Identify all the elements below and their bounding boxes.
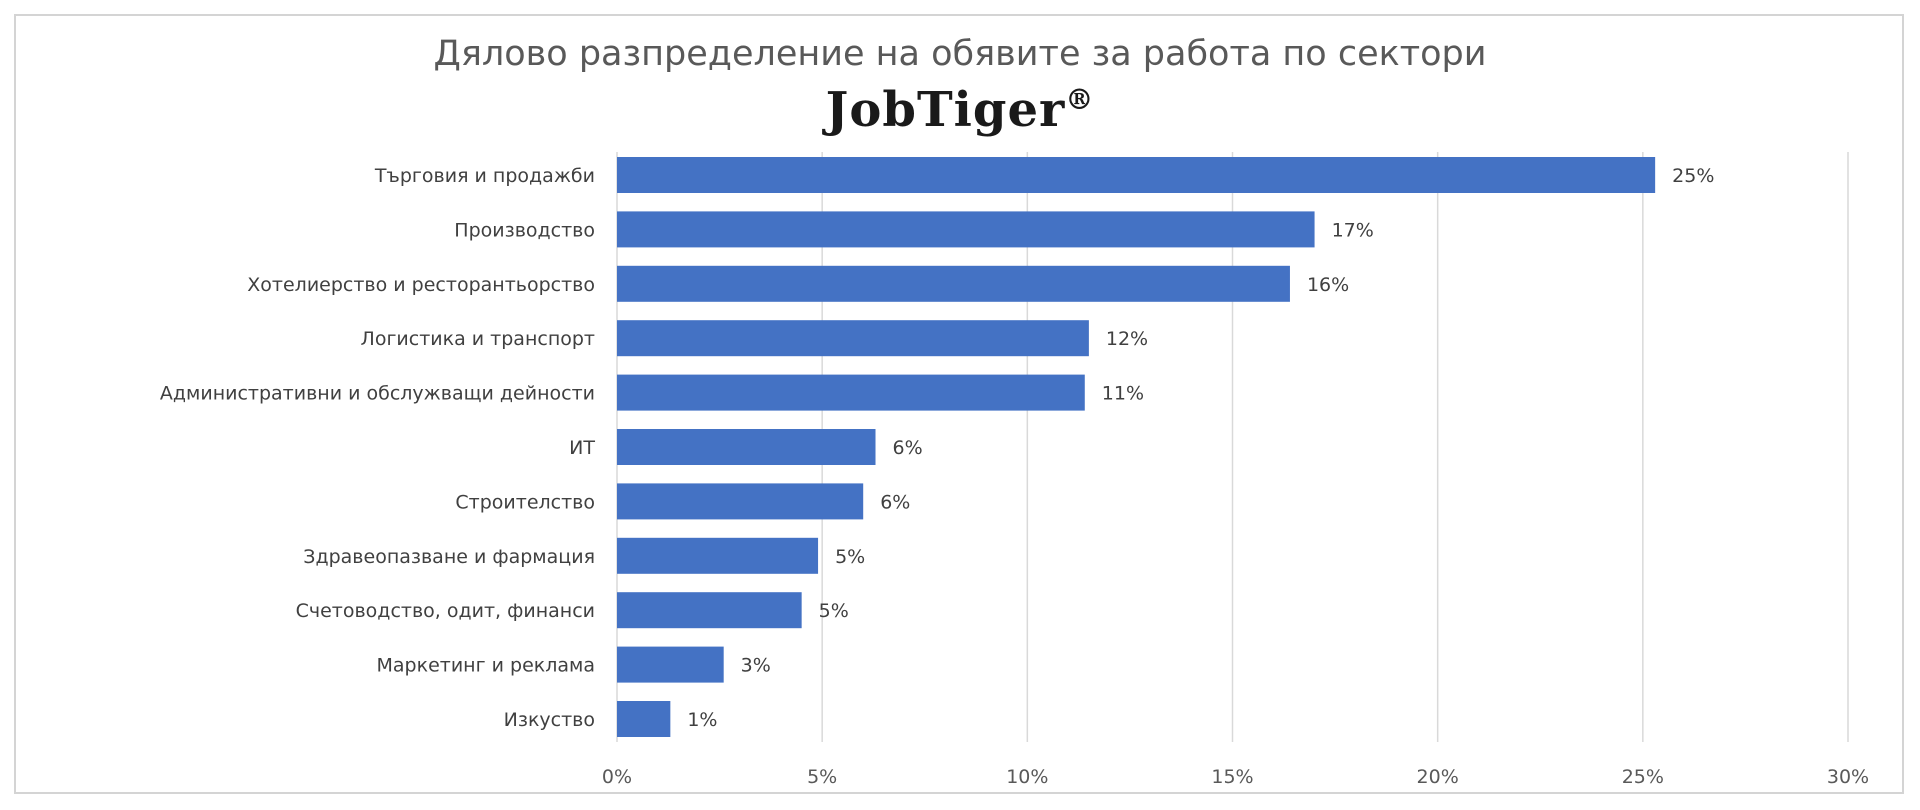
x-tick-label: 10% <box>1006 766 1048 788</box>
data-label: 6% <box>880 491 910 513</box>
category-label: Административни и обслужващи дейности <box>160 383 595 405</box>
data-label: 16% <box>1307 274 1349 296</box>
bar <box>617 211 1315 248</box>
category-label: Строителство <box>455 491 595 513</box>
data-label: 6% <box>893 437 923 459</box>
bar <box>617 429 876 465</box>
x-tick-label: 25% <box>1622 766 1664 788</box>
x-tick-label: 30% <box>1827 766 1869 788</box>
bar <box>617 592 802 629</box>
bar <box>617 157 1656 193</box>
data-label: 5% <box>819 600 849 622</box>
registered-mark: ® <box>1065 83 1095 116</box>
bar <box>617 320 1089 357</box>
data-label: 25% <box>1672 165 1714 187</box>
bar <box>617 483 864 520</box>
data-label: 12% <box>1106 328 1148 350</box>
data-label: 5% <box>835 546 865 568</box>
x-tick-label: 0% <box>602 766 632 788</box>
category-label: Логистика и транспорт <box>361 328 595 350</box>
category-label: Производство <box>454 219 595 241</box>
category-label: Здравеопазване и фармация <box>303 546 595 568</box>
data-label: 17% <box>1332 219 1374 241</box>
x-tick-label: 15% <box>1211 766 1253 788</box>
category-label: Търговия и продажби <box>374 165 595 187</box>
chart-title: Дялово разпределение на обявите за работ… <box>433 34 1487 74</box>
bar <box>617 374 1085 411</box>
category-label: ИТ <box>569 437 595 459</box>
data-label: 11% <box>1102 383 1144 405</box>
x-tick-label: 5% <box>807 766 837 788</box>
jobtiger-logo: JobTiger® <box>0 82 1920 138</box>
bar <box>617 537 819 574</box>
category-label: Маркетинг и реклама <box>377 655 596 677</box>
category-label: Хотелиерство и ресторантьорство <box>247 274 595 296</box>
bar <box>617 265 1290 302</box>
logo-text: JobTiger <box>825 82 1066 138</box>
category-label: Счетоводство, одит, финанси <box>296 600 595 622</box>
x-tick-label: 20% <box>1417 766 1459 788</box>
bar <box>617 646 724 683</box>
data-label: 3% <box>741 655 771 677</box>
category-label: Изкуство <box>504 709 595 731</box>
data-label: 1% <box>687 709 717 731</box>
bar <box>617 701 671 737</box>
